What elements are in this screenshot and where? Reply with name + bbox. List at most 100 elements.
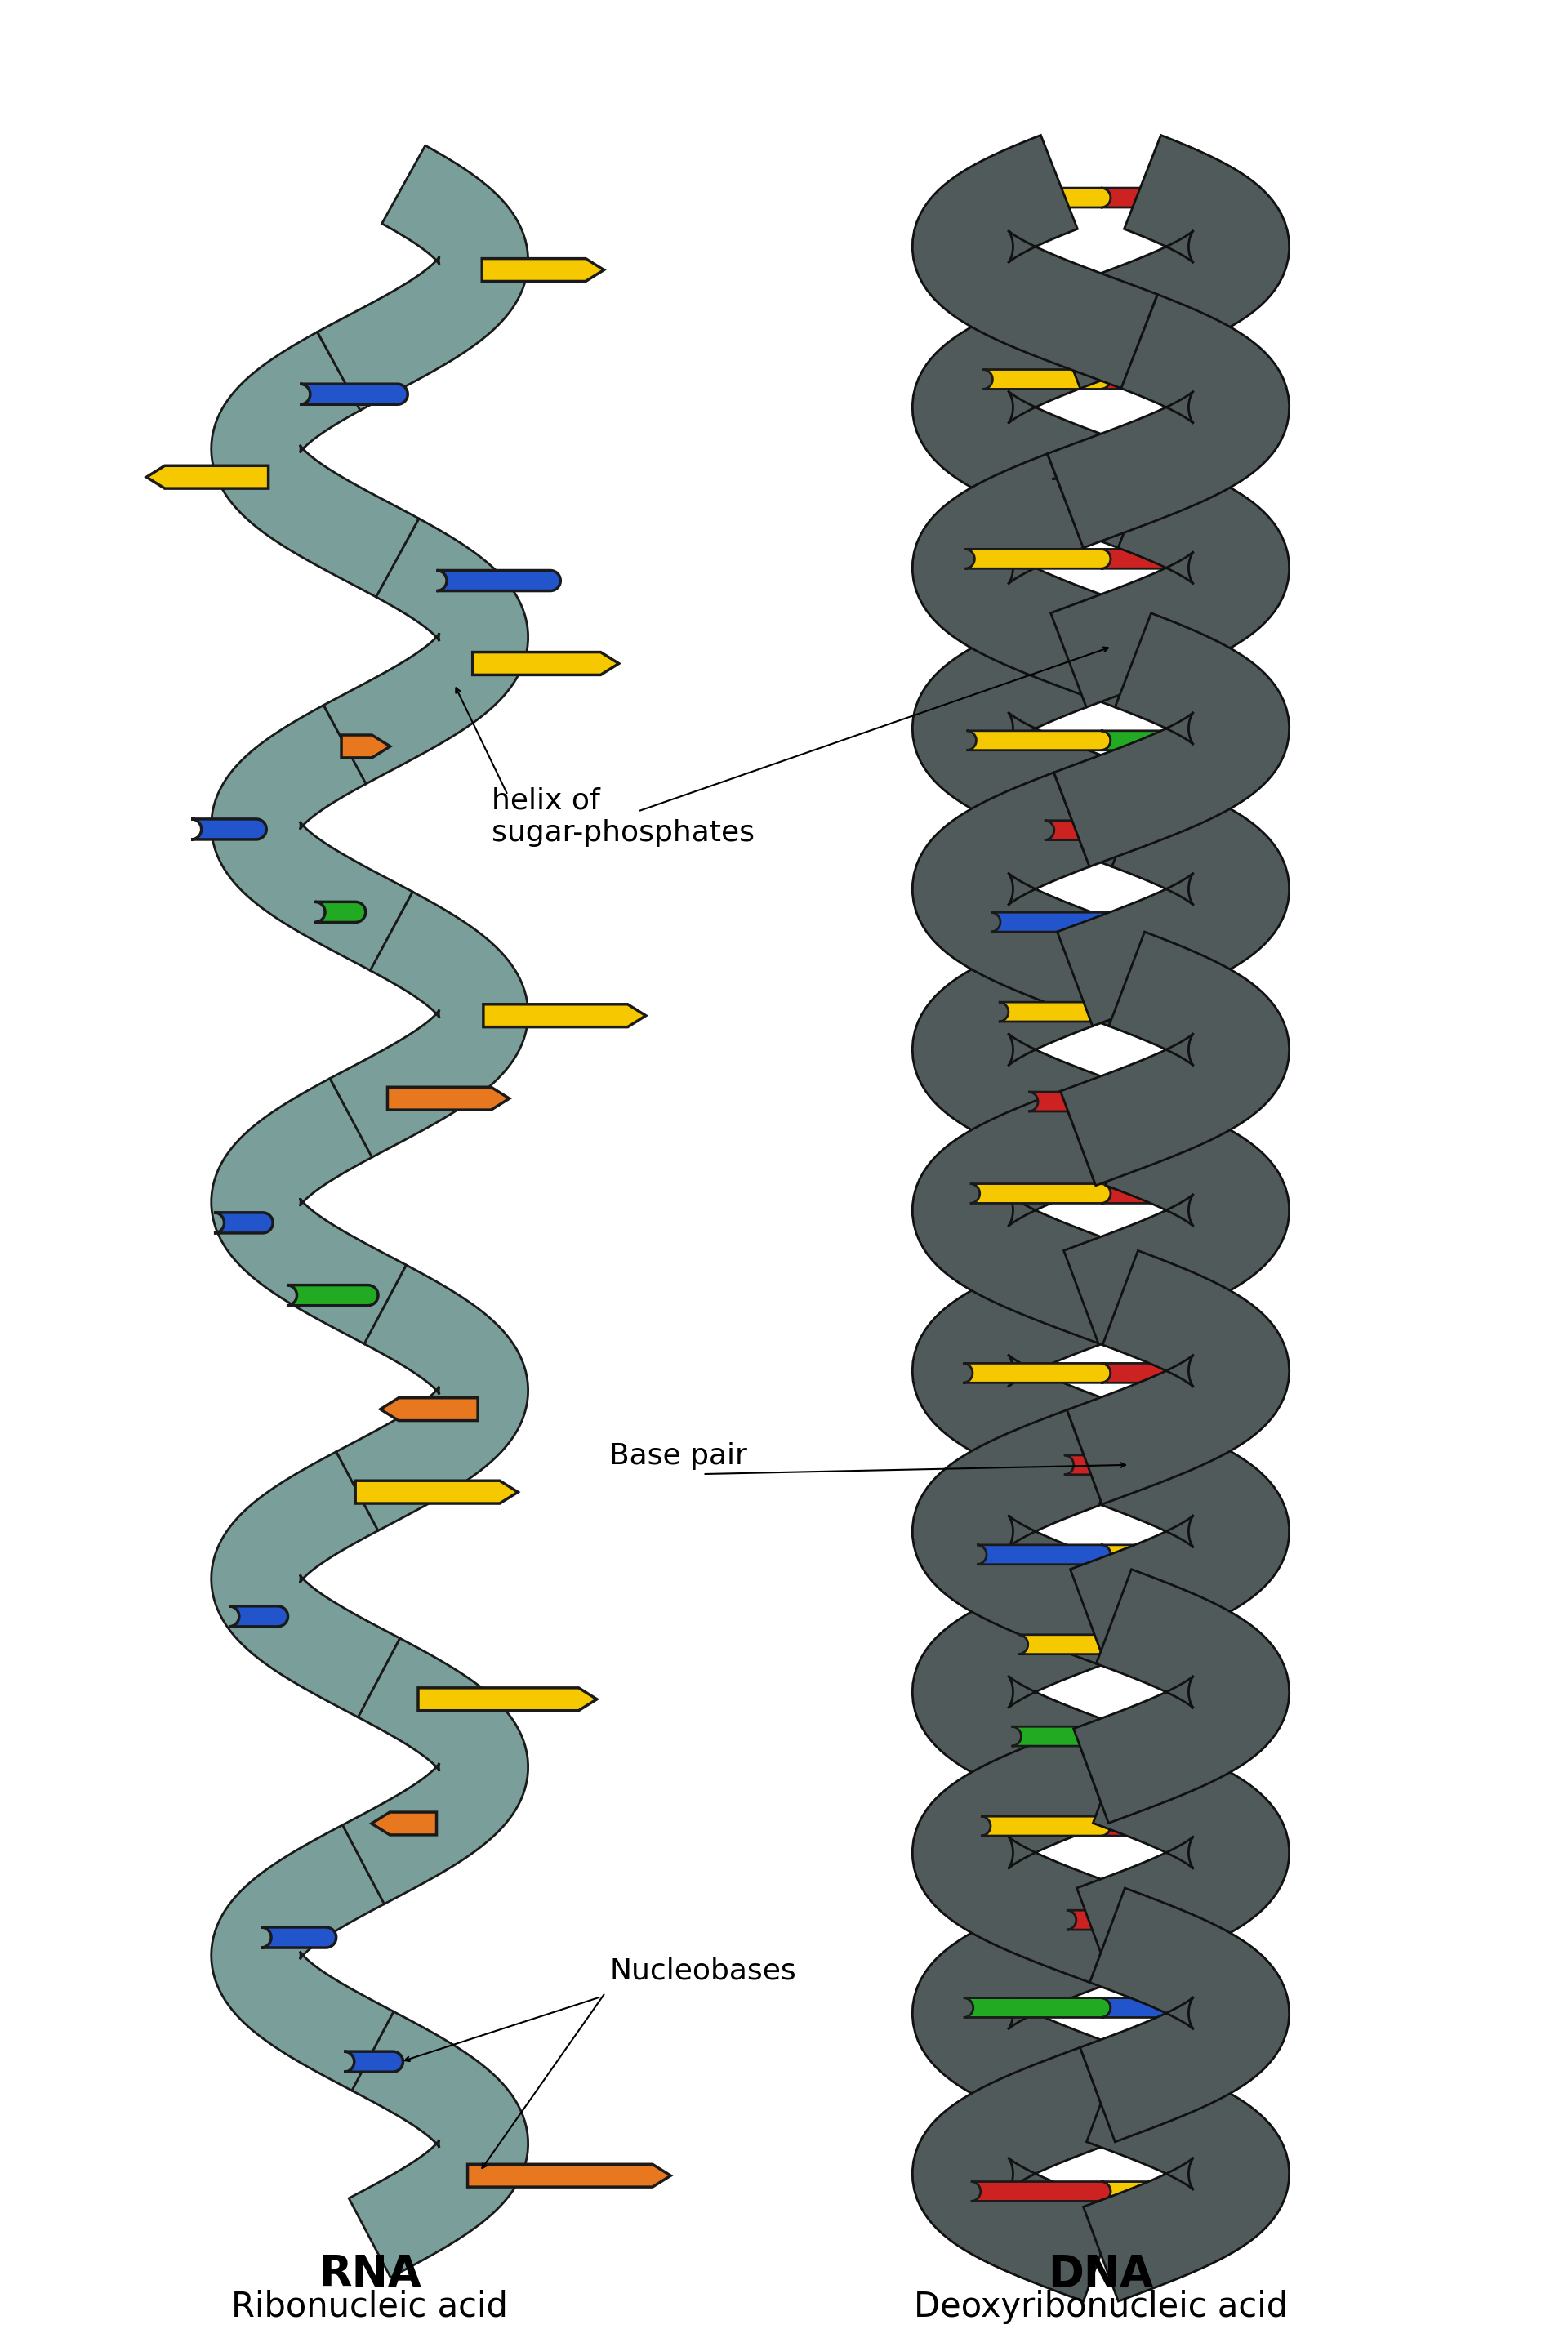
Polygon shape bbox=[1101, 1635, 1193, 1654]
Polygon shape bbox=[1047, 293, 1289, 547]
Polygon shape bbox=[213, 1213, 273, 1232]
Polygon shape bbox=[212, 1078, 406, 1344]
Polygon shape bbox=[1083, 2047, 1289, 2301]
Polygon shape bbox=[1101, 1998, 1248, 2017]
Text: Deoxyribonucleic acid: Deoxyribonucleic acid bbox=[914, 2289, 1287, 2324]
Polygon shape bbox=[1051, 454, 1289, 708]
Polygon shape bbox=[1074, 1570, 1289, 1824]
Polygon shape bbox=[146, 466, 268, 489]
Polygon shape bbox=[260, 1926, 336, 1947]
Polygon shape bbox=[372, 1812, 436, 1835]
Polygon shape bbox=[1101, 1183, 1242, 1204]
Polygon shape bbox=[1101, 1544, 1234, 1565]
Polygon shape bbox=[913, 1570, 1127, 1824]
Polygon shape bbox=[329, 892, 528, 1158]
Polygon shape bbox=[1060, 932, 1289, 1185]
Polygon shape bbox=[299, 384, 408, 405]
Polygon shape bbox=[999, 1001, 1110, 1022]
Polygon shape bbox=[212, 706, 412, 971]
Polygon shape bbox=[913, 293, 1154, 547]
Polygon shape bbox=[971, 2182, 1110, 2201]
Polygon shape bbox=[381, 1397, 478, 1421]
Polygon shape bbox=[356, 1481, 517, 1505]
Polygon shape bbox=[1065, 1456, 1110, 1474]
Polygon shape bbox=[1101, 277, 1207, 298]
Polygon shape bbox=[1052, 459, 1110, 480]
Polygon shape bbox=[212, 333, 419, 596]
Polygon shape bbox=[287, 1286, 378, 1307]
Polygon shape bbox=[1101, 189, 1190, 207]
Polygon shape bbox=[964, 550, 1110, 568]
Polygon shape bbox=[1080, 1889, 1289, 2143]
Polygon shape bbox=[1101, 1001, 1212, 1022]
Polygon shape bbox=[963, 1362, 1110, 1383]
Polygon shape bbox=[966, 731, 1110, 750]
Polygon shape bbox=[1101, 1910, 1145, 1931]
Polygon shape bbox=[472, 652, 619, 675]
Polygon shape bbox=[342, 1637, 528, 1905]
Polygon shape bbox=[1101, 459, 1159, 480]
Text: Nucleobases: Nucleobases bbox=[610, 1956, 797, 1984]
Polygon shape bbox=[315, 901, 365, 922]
Polygon shape bbox=[1101, 1726, 1200, 1747]
Polygon shape bbox=[212, 1826, 394, 2091]
Text: Base pair: Base pair bbox=[610, 1442, 748, 1470]
Polygon shape bbox=[913, 135, 1157, 389]
Polygon shape bbox=[913, 454, 1151, 708]
Polygon shape bbox=[1082, 1274, 1110, 1293]
Polygon shape bbox=[991, 913, 1110, 932]
Polygon shape bbox=[342, 736, 390, 757]
Polygon shape bbox=[212, 1451, 400, 1716]
Polygon shape bbox=[977, 1544, 1110, 1565]
Polygon shape bbox=[1021, 189, 1110, 207]
Polygon shape bbox=[387, 1088, 510, 1111]
Polygon shape bbox=[1101, 370, 1228, 389]
Text: RNA: RNA bbox=[318, 2252, 422, 2296]
Polygon shape bbox=[191, 820, 267, 838]
Polygon shape bbox=[1005, 277, 1110, 298]
Polygon shape bbox=[1066, 1251, 1289, 1505]
Polygon shape bbox=[913, 1409, 1132, 1663]
Polygon shape bbox=[1101, 1274, 1131, 1293]
Polygon shape bbox=[1066, 1910, 1110, 1931]
Polygon shape bbox=[913, 2047, 1118, 2301]
Polygon shape bbox=[913, 1728, 1124, 1982]
Polygon shape bbox=[1029, 1092, 1110, 1111]
Polygon shape bbox=[963, 1998, 1110, 2017]
Text: DNA: DNA bbox=[1047, 2252, 1154, 2296]
Polygon shape bbox=[1101, 731, 1245, 750]
Polygon shape bbox=[913, 1251, 1135, 1505]
Polygon shape bbox=[436, 571, 560, 592]
Polygon shape bbox=[1101, 1362, 1248, 1383]
Polygon shape bbox=[317, 144, 528, 410]
Polygon shape bbox=[483, 1004, 646, 1027]
Polygon shape bbox=[419, 1689, 597, 1709]
Polygon shape bbox=[913, 613, 1148, 866]
Polygon shape bbox=[1057, 773, 1289, 1027]
Polygon shape bbox=[1054, 613, 1289, 866]
Polygon shape bbox=[229, 1607, 289, 1626]
Polygon shape bbox=[913, 1092, 1138, 1344]
Polygon shape bbox=[343, 2052, 403, 2073]
Text: Ribonucleic acid: Ribonucleic acid bbox=[232, 2289, 508, 2324]
Polygon shape bbox=[983, 370, 1110, 389]
Polygon shape bbox=[1101, 913, 1221, 932]
Polygon shape bbox=[467, 2164, 671, 2187]
Polygon shape bbox=[913, 1889, 1121, 2143]
Polygon shape bbox=[1011, 1726, 1110, 1747]
Polygon shape bbox=[1018, 1635, 1110, 1654]
Polygon shape bbox=[323, 519, 528, 785]
Polygon shape bbox=[481, 259, 604, 282]
Polygon shape bbox=[1101, 820, 1167, 841]
Polygon shape bbox=[1044, 135, 1289, 389]
Polygon shape bbox=[982, 1817, 1110, 1835]
Text: helix of
sugar-phosphates: helix of sugar-phosphates bbox=[491, 787, 754, 848]
Polygon shape bbox=[1077, 1728, 1289, 1982]
Polygon shape bbox=[336, 1265, 528, 1530]
Polygon shape bbox=[913, 773, 1145, 1027]
Polygon shape bbox=[1044, 820, 1110, 841]
Polygon shape bbox=[1063, 1092, 1289, 1344]
Polygon shape bbox=[1101, 2182, 1240, 2201]
Polygon shape bbox=[913, 932, 1142, 1185]
Polygon shape bbox=[1101, 1092, 1184, 1111]
